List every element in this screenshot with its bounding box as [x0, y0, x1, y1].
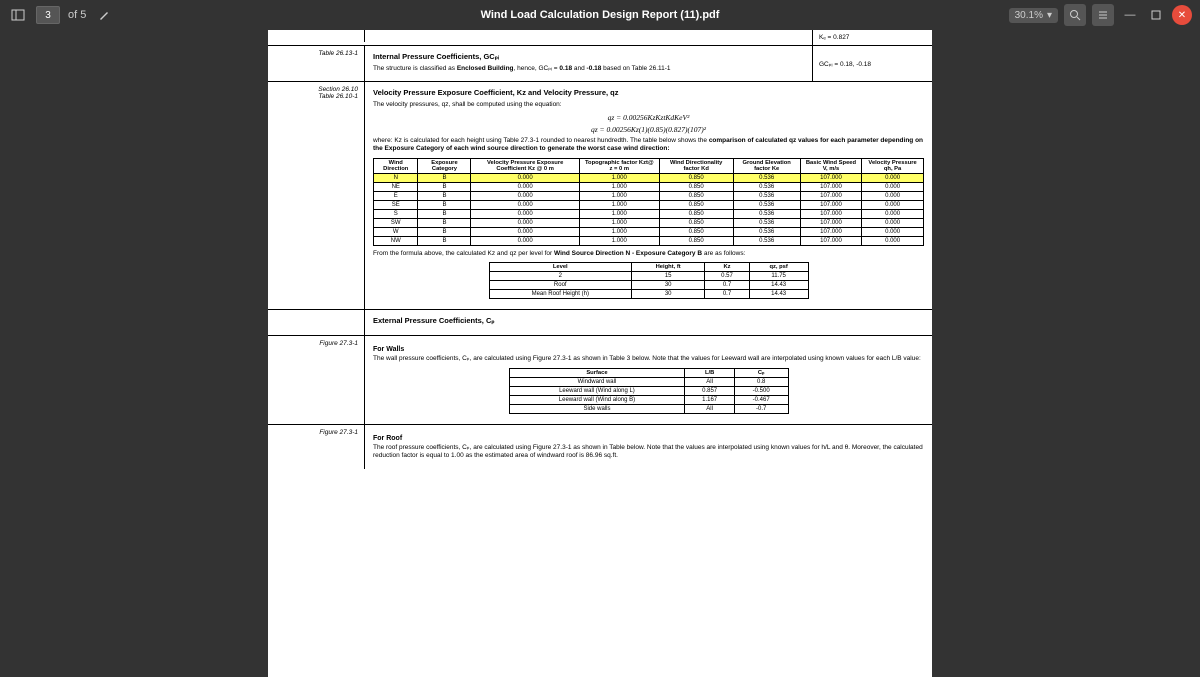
internal-pressure-desc: The structure is classified as Enclosed … — [373, 65, 804, 73]
table-header: L/B — [685, 368, 734, 377]
table-row: Side wallsAll-0.7 — [509, 404, 788, 413]
vp-ref1: Section 26.10 — [274, 86, 358, 93]
sidebar-toggle-icon[interactable] — [8, 5, 28, 25]
document-title: Wind Load Calculation Design Report (11)… — [481, 9, 720, 21]
chevron-down-icon: ▾ — [1047, 10, 1052, 21]
vp-comparison-table: Wind DirectionExposure CategoryVelocity … — [373, 158, 924, 246]
velocity-pressure-section: Section 26.10 Table 26.10-1 Velocity Pre… — [268, 82, 932, 310]
zoom-dropdown[interactable]: 30.1%▾ — [1009, 8, 1058, 23]
table-header: Basic Wind Speed V, m/s — [800, 158, 861, 173]
ke-value: Kₑ = 0.827 — [812, 30, 932, 45]
table-row: Roof300.714.43 — [489, 281, 808, 290]
table-header: Surface — [509, 368, 685, 377]
table-header: qz, psf — [749, 263, 808, 272]
table-row: NEB0.0001.0000.8500.536107.0000.000 — [374, 182, 924, 191]
page-number-input[interactable] — [36, 6, 60, 24]
vp-ref2: Table 26.10-1 — [274, 93, 358, 100]
draw-icon[interactable] — [94, 5, 114, 25]
table-header: Ground Elevation factor Ke — [733, 158, 800, 173]
table-row: SEB0.0001.0000.8500.536107.0000.000 — [374, 200, 924, 209]
table-row: Windward wallAll0.8 — [509, 377, 788, 386]
table-row: Mean Roof Height (h)300.714.43 — [489, 290, 808, 299]
vp-title: Velocity Pressure Exposure Coefficient, … — [373, 88, 924, 97]
table-header: Wind Direction — [374, 158, 418, 173]
roof-section: Figure 27.3-1 For Roof The roof pressure… — [268, 425, 932, 469]
table-header: Level — [489, 263, 632, 272]
table-row: Leeward wall (Wind along L)0.857-0.500 — [509, 386, 788, 395]
table-row: Leeward wall (Wind along B)1.167-0.467 — [509, 395, 788, 404]
vp-desc3: From the formula above, the calculated K… — [373, 250, 924, 258]
table-header: Height, ft — [632, 263, 705, 272]
vp-desc2: where: Kz is calculated for each height … — [373, 137, 924, 154]
table-header: Kz — [705, 263, 749, 272]
pdf-toolbar: of 5 Wind Load Calculation Design Report… — [0, 0, 1200, 30]
vp-desc1: The velocity pressures, qz, shall be com… — [373, 101, 924, 109]
roof-title: For Roof — [373, 435, 924, 442]
vp-level-table: LevelHeight, ftKzqz, psf 2150.5711.75Roo… — [489, 262, 809, 299]
search-icon[interactable] — [1064, 4, 1086, 26]
toolbar-right: 30.1%▾ — ✕ — [1009, 4, 1192, 26]
vp-eq2: qz = 0.00256Kz(1)(0.85)(0.827)(107)² — [373, 125, 924, 134]
table-row: SB0.0001.0000.8500.536107.0000.000 — [374, 209, 924, 218]
toolbar-left: of 5 — [8, 5, 114, 25]
pdf-viewer[interactable]: Kₑ = 0.827 Table 26.13-1 Internal Pressu… — [0, 30, 1200, 677]
menu-icon[interactable] — [1092, 4, 1114, 26]
table-header: Topographic factor Kzt@ z = 0 m — [579, 158, 659, 173]
walls-table: SurfaceL/BCₚ Windward wallAll0.8Leeward … — [509, 368, 789, 414]
table-row: WB0.0001.0000.8500.536107.0000.000 — [374, 227, 924, 236]
minimize-icon[interactable]: — — [1120, 5, 1140, 25]
internal-pressure-ref: Table 26.13-1 — [268, 46, 364, 81]
table-row: EB0.0001.0000.8500.536107.0000.000 — [374, 191, 924, 200]
table-row: 2150.5711.75 — [489, 272, 808, 281]
table-header: Wind Directionality factor Kd — [659, 158, 733, 173]
top-partial-row: Kₑ = 0.827 — [268, 30, 932, 46]
table-header: Velocity Pressure qh, Pa — [862, 158, 924, 173]
close-icon[interactable]: ✕ — [1172, 5, 1192, 25]
ep-title: External Pressure Coefficients, Cₚ — [373, 316, 924, 325]
table-row: SWB0.0001.0000.8500.536107.0000.000 — [374, 218, 924, 227]
gcpi-value: GCₚᵢ = 0.18, -0.18 — [812, 46, 932, 81]
walls-ref: Figure 27.3-1 — [268, 336, 364, 423]
table-header: Exposure Category — [418, 158, 471, 173]
internal-pressure-section: Table 26.13-1 Internal Pressure Coeffici… — [268, 46, 932, 82]
walls-desc: The wall pressure coefficients, Cₚ, are … — [373, 355, 924, 363]
roof-desc: The roof pressure coefficients, Cₚ, are … — [373, 444, 924, 461]
table-header: Velocity Pressure Exposure Coefficient K… — [471, 158, 579, 173]
roof-ref: Figure 27.3-1 — [268, 425, 364, 469]
walls-title: For Walls — [373, 346, 924, 353]
vp-eq1: qz = 0.00256KzKztKdKeV² — [373, 113, 924, 122]
walls-section: Figure 27.3-1 For Walls The wall pressur… — [268, 336, 932, 424]
pdf-page: Kₑ = 0.827 Table 26.13-1 Internal Pressu… — [268, 30, 932, 677]
table-row: NWB0.0001.0000.8500.536107.0000.000 — [374, 236, 924, 245]
external-pressure-header: External Pressure Coefficients, Cₚ — [268, 310, 932, 336]
page-total-label: of 5 — [68, 9, 86, 21]
table-row: NB0.0001.0000.8500.536107.0000.000 — [374, 173, 924, 182]
table-header: Cₚ — [734, 368, 788, 377]
internal-pressure-title: Internal Pressure Coefficients, GCₚᵢ — [373, 52, 804, 61]
maximize-icon[interactable] — [1146, 5, 1166, 25]
